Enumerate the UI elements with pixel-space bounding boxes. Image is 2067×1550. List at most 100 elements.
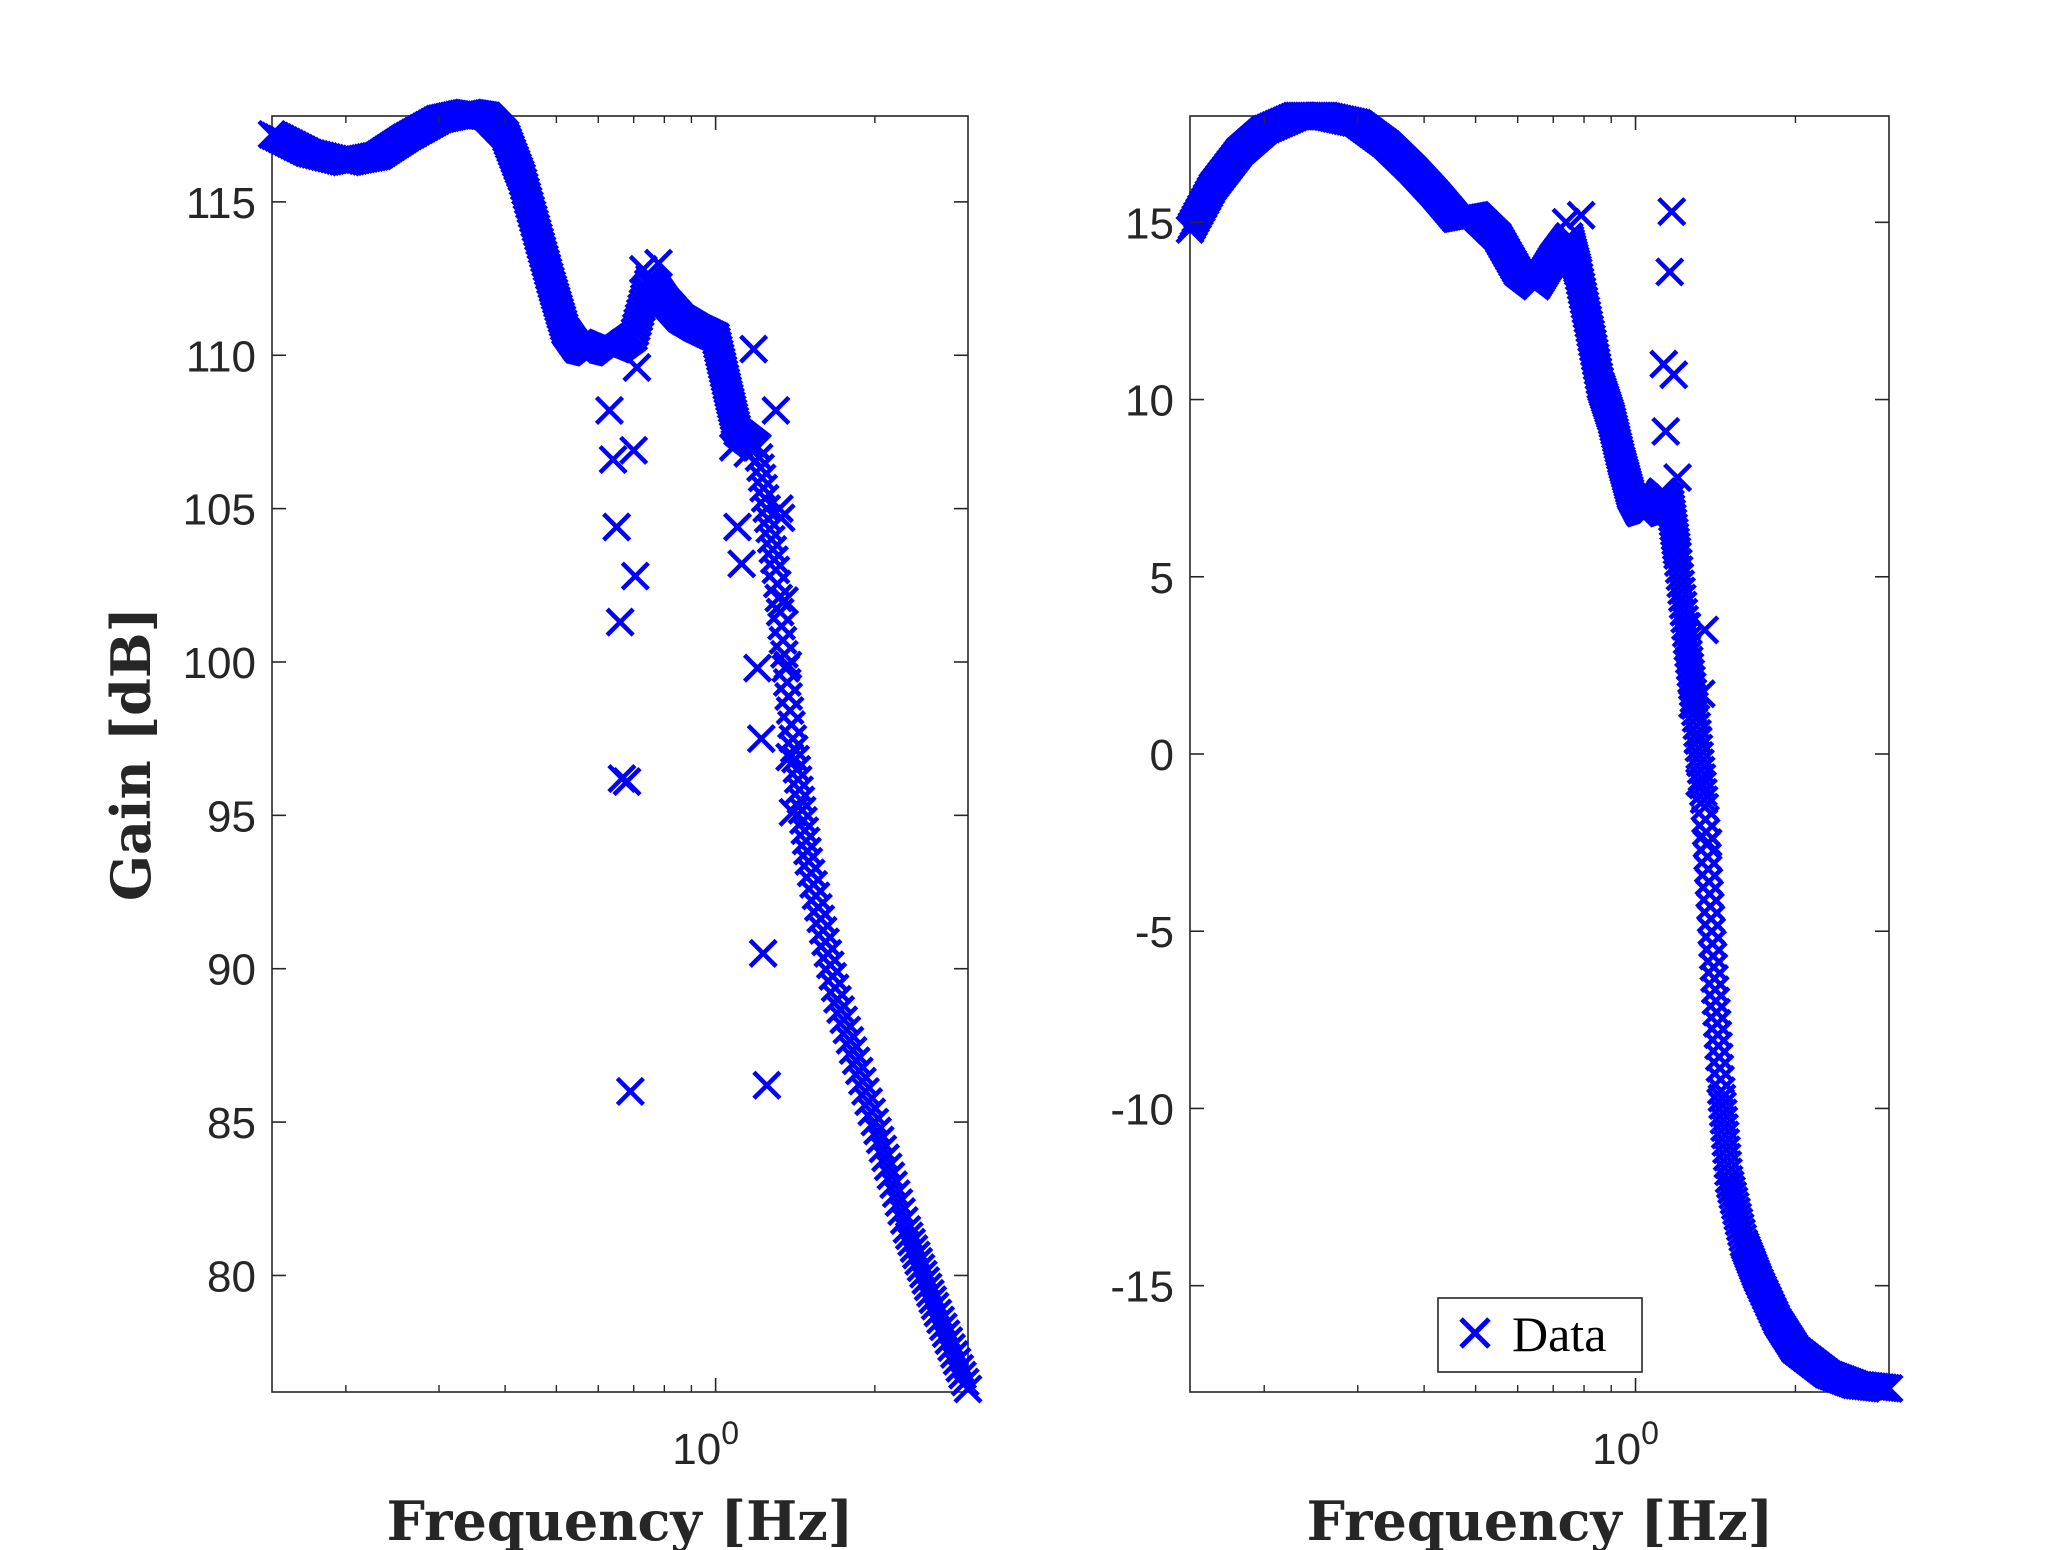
data-point (950, 1367, 980, 1397)
data-point (1684, 767, 1715, 797)
data-point (881, 1179, 911, 1209)
data-point (796, 858, 826, 888)
y-tick-label: -10 (1110, 1085, 1174, 1134)
y-tick-label: 5 (1150, 554, 1174, 603)
data-point (733, 438, 763, 468)
y-tick-label: 105 (183, 486, 256, 535)
data-point (1693, 854, 1723, 884)
y-tick-label: 95 (207, 792, 256, 841)
data-point (798, 869, 829, 899)
data-point (764, 494, 794, 524)
data-point (775, 742, 805, 772)
data-point (628, 254, 658, 284)
data-point (1657, 197, 1687, 227)
data-point (1697, 929, 1728, 959)
y-tick-label: 90 (207, 946, 256, 995)
data-point (605, 607, 635, 637)
right-marks (1175, 101, 1904, 1404)
data-point (832, 1015, 862, 1045)
data-point (1705, 1053, 1735, 1083)
data-point (718, 432, 748, 462)
legend-label: Data (1512, 1306, 1606, 1362)
data-point (615, 1076, 645, 1106)
data-point (1698, 941, 1728, 971)
data-point (759, 545, 789, 575)
data-point (727, 549, 757, 579)
data-point (619, 435, 649, 465)
data-point (822, 984, 853, 1014)
data-point (850, 1076, 881, 1106)
data-point (1551, 207, 1581, 237)
data-point (1704, 1042, 1734, 1072)
data-point (820, 973, 850, 1003)
data-point (594, 395, 625, 426)
data-point (829, 1005, 859, 1035)
legend: Data (1437, 1297, 1643, 1373)
left-x-axis-title: Frequency [Hz] (387, 1489, 854, 1550)
legend-marker-icon (1459, 1317, 1491, 1349)
data-point (722, 512, 753, 542)
data-point (801, 881, 831, 911)
data-point (1695, 879, 1725, 909)
data-point (841, 1046, 871, 1076)
data-point (873, 1152, 903, 1182)
data-point (1697, 916, 1727, 946)
data-point (748, 938, 778, 968)
right-plot-frame (1189, 115, 1890, 1393)
data-point (1699, 963, 1730, 994)
data-point (870, 1143, 901, 1173)
data-point (835, 1025, 865, 1055)
data-point (808, 915, 838, 945)
data-point (620, 561, 650, 591)
data-point (1696, 904, 1726, 934)
y-tick-label: -5 (1135, 908, 1174, 957)
data-point (773, 650, 803, 680)
data-point (1686, 679, 1716, 709)
right-x-axis-title: Frequency [Hz] (1307, 1489, 1774, 1550)
data-point (1659, 360, 1689, 390)
data-point (862, 1116, 893, 1146)
data-point (1703, 1020, 1733, 1050)
data-point (854, 1087, 884, 1117)
y-tick-label: -15 (1110, 1263, 1174, 1312)
data-point (742, 653, 773, 683)
data-point (1701, 986, 1731, 1016)
data-point (1700, 975, 1730, 1005)
data-point (739, 334, 769, 364)
y-tick-label: 115 (186, 179, 256, 228)
data-point (865, 1125, 895, 1155)
data-point (857, 1097, 887, 1127)
y-tick-label: 110 (186, 332, 256, 381)
left-y-ticks: 80 85 90 95 100 105 110 115 (183, 179, 968, 1301)
data-point (1690, 792, 1720, 822)
data-point (826, 995, 856, 1025)
data-point (878, 1170, 909, 1200)
data-point (1690, 615, 1720, 645)
data-point (844, 1056, 874, 1086)
data-point (746, 724, 776, 754)
y-tick-label: 100 (183, 639, 256, 688)
y-tick-label: 80 (207, 1252, 256, 1301)
data-point (1703, 1031, 1734, 1061)
data-point (622, 352, 652, 383)
data-point (884, 1188, 914, 1218)
right-panel: -15 -10 -5 0 5 10 15 100 Frequency [Hz] Data (1110, 101, 1904, 1550)
y-tick-label: 85 (207, 1099, 256, 1148)
left-x-ticks: 100 (345, 116, 876, 1474)
data-point (1693, 828, 1723, 858)
data-point (1874, 1373, 1904, 1404)
x-tick-label: 100 (1592, 1415, 1659, 1474)
y-tick-label: 0 (1150, 731, 1174, 780)
data-point (1695, 891, 1725, 922)
data-point (876, 1161, 906, 1191)
right-x-ticks: 100 (1263, 116, 1797, 1474)
data-point (860, 1107, 890, 1137)
data-point (1655, 257, 1685, 287)
data-point (598, 444, 628, 475)
data-point (847, 1066, 877, 1096)
data-point (806, 904, 836, 934)
data-point (602, 512, 632, 542)
data-point (868, 1134, 898, 1164)
